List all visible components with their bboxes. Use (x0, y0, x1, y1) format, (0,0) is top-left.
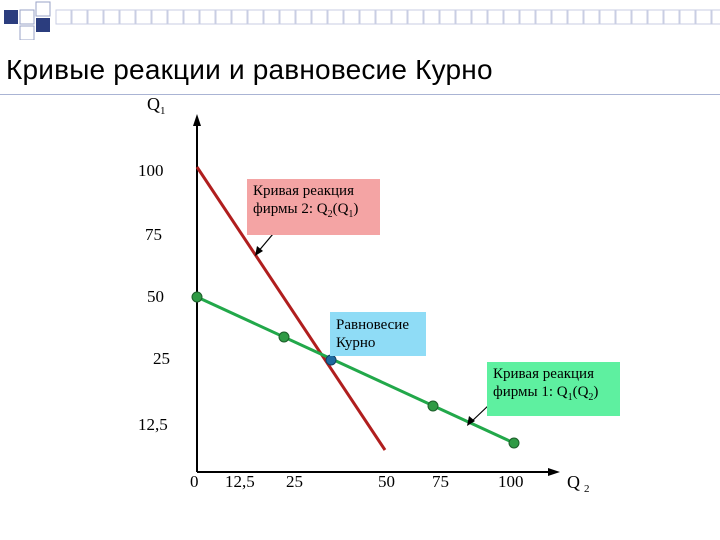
deco-grid-cell (519, 9, 536, 25)
y-tick-label: 75 (145, 225, 162, 244)
deco-grid-cell (295, 9, 312, 25)
equilibrium-point (325, 354, 337, 366)
firm1-reaction-callout: Кривая реакция фирмы 1: Q1(Q2) (487, 362, 620, 416)
firm1-pointer-head (467, 416, 475, 426)
deco-grid-cell (183, 9, 200, 25)
equilibrium-callout-line2: Курно (336, 335, 376, 351)
firm2-pointer-head (255, 246, 263, 256)
deco-grid-cell (103, 9, 120, 25)
page-title: Кривые реакции и равновесие Курно (6, 54, 493, 85)
deco-grid-cell (503, 9, 520, 25)
deco-square (35, 1, 51, 17)
deco-grid-cell (679, 9, 696, 25)
deco-grid-cell (535, 9, 552, 25)
deco-grid-cell (247, 9, 264, 25)
deco-grid-cell (615, 9, 632, 25)
title-divider (0, 94, 720, 95)
deco-grid-cell (151, 9, 168, 25)
deco-grid-cell (375, 9, 392, 25)
firm1-callout-line1: Кривая реакция (493, 366, 594, 382)
header-decoration (4, 1, 720, 40)
deco-grid-cell (359, 9, 376, 25)
deco-grid-cell (487, 9, 504, 25)
deco-grid-cell (119, 9, 136, 25)
x-tick-label: 100 (498, 472, 524, 491)
curve-marker (191, 291, 203, 303)
deco-grid-cell (439, 9, 456, 25)
deco-grid-cell (391, 9, 408, 25)
x-tick-label: 75 (432, 472, 449, 491)
x-tick-label: 25 (286, 472, 303, 491)
deco-grid-cell (647, 9, 664, 25)
deco-grid-cell (199, 9, 216, 25)
deco-grid-cell (71, 9, 88, 25)
deco-grid (55, 9, 720, 25)
x-tick-label: 50 (378, 472, 395, 491)
deco-grid-cell (455, 9, 472, 25)
deco-grid-cell (663, 9, 680, 25)
deco-grid-cell (311, 9, 328, 25)
deco-grid-cell (551, 9, 568, 25)
deco-grid-cell (471, 9, 488, 25)
deco-grid-cell (343, 9, 360, 25)
deco-grid-cell (599, 9, 616, 25)
deco-grid-cell (695, 9, 712, 25)
deco-grid-cell (55, 9, 72, 25)
deco-square (36, 18, 50, 32)
deco-grid-cell (215, 9, 232, 25)
equilibrium-callout: Равновесие Курно (330, 312, 426, 356)
firm2-callout-line2: фирмы 2: Q2(Q1) (253, 201, 359, 220)
x-tick-label: 0 (190, 472, 199, 491)
deco-grid-cell (263, 9, 280, 25)
x-tick-label: 12,5 (225, 472, 255, 491)
deco-grid-cell (407, 9, 424, 25)
firm2-reaction-line (195, 166, 387, 451)
firm2-reaction-callout: Кривая реакция фирмы 2: Q2(Q1) (247, 179, 380, 235)
curve-marker (278, 331, 290, 343)
x-axis-arrow (548, 468, 560, 476)
y-tick-label: 12,5 (138, 415, 168, 434)
deco-grid-cell (279, 9, 296, 25)
deco-grid-cell (167, 9, 184, 25)
firm2-callout-line1: Кривая реакция (253, 183, 354, 199)
deco-grid-cell (423, 9, 440, 25)
deco-grid-cell (327, 9, 344, 25)
deco-grid-cell (135, 9, 152, 25)
y-axis-arrow (193, 114, 201, 126)
deco-square (19, 25, 35, 40)
curve-marker (427, 400, 439, 412)
deco-grid-cell (583, 9, 600, 25)
deco-grid-cell (567, 9, 584, 25)
deco-square (4, 10, 18, 24)
y-tick-label: 50 (147, 287, 164, 306)
y-tick-label: 100 (138, 161, 164, 180)
deco-square (19, 9, 35, 25)
curve-marker (508, 437, 520, 449)
deco-grid-cell (631, 9, 648, 25)
deco-grid-cell (231, 9, 248, 25)
firm1-reaction-line (196, 295, 515, 445)
y-tick-label: 25 (153, 349, 170, 368)
equilibrium-callout-line1: Равновесие (336, 317, 409, 333)
deco-grid-cell (87, 9, 104, 25)
y-axis-label: Q1 (147, 94, 166, 117)
firm1-callout-line2: фирмы 1: Q1(Q2) (493, 384, 599, 403)
